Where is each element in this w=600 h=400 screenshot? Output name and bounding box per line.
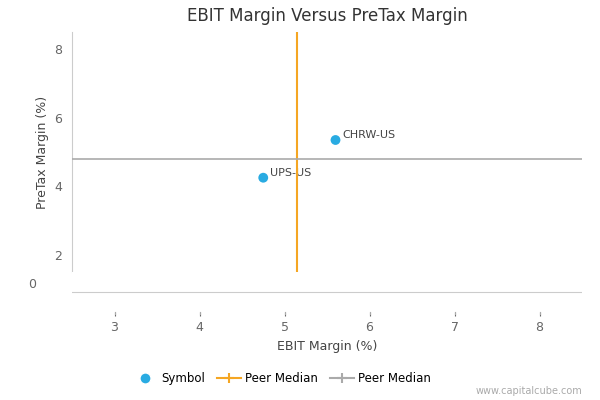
X-axis label: EBIT Margin (%): EBIT Margin (%): [277, 340, 377, 352]
Point: [331, 137, 340, 143]
Text: UPS-US: UPS-US: [270, 168, 311, 178]
Y-axis label: PreTax Margin (%): PreTax Margin (%): [36, 96, 49, 208]
Legend: Symbol, Peer Median, Peer Median: Symbol, Peer Median, Peer Median: [128, 368, 436, 390]
Text: www.capitalcube.com: www.capitalcube.com: [475, 386, 582, 396]
Text: 0: 0: [28, 278, 36, 291]
Text: CHRW-US: CHRW-US: [342, 130, 395, 140]
Title: EBIT Margin Versus PreTax Margin: EBIT Margin Versus PreTax Margin: [187, 7, 467, 25]
Point: [259, 174, 268, 181]
